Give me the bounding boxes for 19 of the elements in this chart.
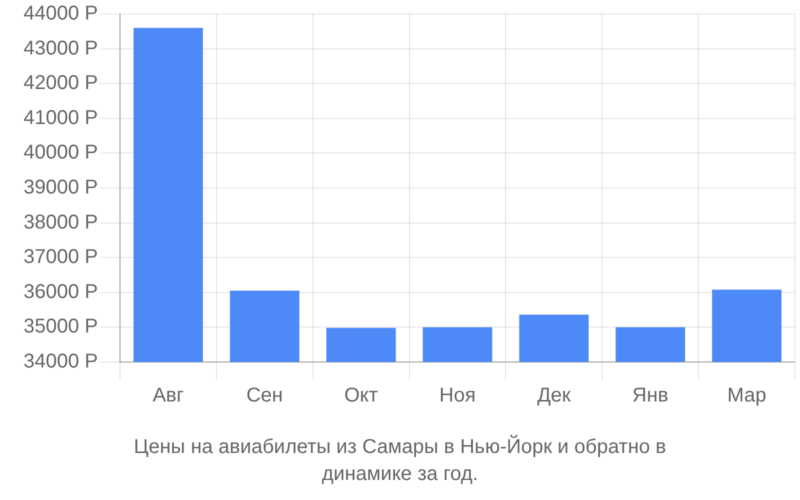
y-tick-label: 44000 Р [23, 2, 98, 25]
y-tick-label: 34000 Р [23, 350, 98, 373]
y-tick-label: 36000 Р [23, 280, 98, 303]
x-tick-label: Дек [537, 384, 571, 407]
x-tick-label: Мар [727, 384, 766, 407]
y-tick-label: 40000 Р [23, 142, 98, 164]
y-tick-label: 37000 Р [23, 246, 98, 268]
text: Цены на авиабилеты из Самары в Нью-Йорк и обратно в динамике за год. [132, 434, 668, 487]
x-tick-label: Сен [246, 384, 283, 407]
x-tick-label: Ноя [439, 384, 476, 407]
y-tick-label: 39000 Р [23, 176, 98, 199]
x-tick-label: Авг [152, 384, 184, 407]
x-tick-label: Янв [632, 384, 668, 407]
y-tick-label: 42000 Р [23, 72, 98, 94]
x-tick-label: Окт [344, 384, 378, 407]
y-tick-label: 35000 Р [23, 316, 98, 338]
y-tick-label: 43000 Р [23, 37, 98, 60]
y-tick-label: 41000 Р [23, 106, 98, 129]
y-tick-label: 38000 Р [23, 211, 98, 234]
